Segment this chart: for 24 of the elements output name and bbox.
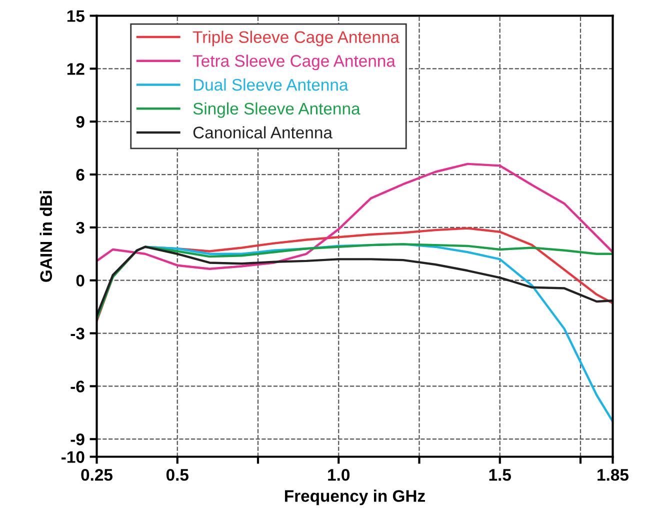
line-series bbox=[96, 162, 613, 270]
y-tick-label: -6 bbox=[70, 380, 84, 392]
legend-label: Tetra Sleeve Cage Antenna bbox=[192, 54, 396, 70]
y-tick-label: 9 bbox=[76, 116, 84, 128]
y-tick-label: 0 bbox=[76, 274, 84, 287]
x-tick-label: 1.5 bbox=[489, 469, 511, 481]
x-tick-label: 0.25 bbox=[81, 468, 113, 481]
legend-label: Canonical Antenna bbox=[193, 126, 332, 138]
y-axis-title: GAIN in dBi bbox=[40, 191, 52, 282]
legend-label: Triple Sleeve Cage Antenna bbox=[192, 30, 400, 46]
y-tick-label: 6 bbox=[76, 168, 84, 181]
x-tick-label: 0.5 bbox=[166, 468, 188, 481]
y-tick-label: -3 bbox=[70, 328, 84, 340]
y-tick-label: 3 bbox=[76, 222, 84, 234]
y-tick-label: -9 bbox=[70, 434, 84, 446]
legend-label: Dual Sleeve Antenna bbox=[194, 78, 348, 91]
y-tick-label: -10 bbox=[62, 451, 84, 463]
line-series bbox=[136, 243, 613, 423]
x-tick-label: 1.0 bbox=[328, 468, 350, 481]
legend-label: Single Sleeve Antenna bbox=[193, 102, 360, 118]
y-tick-label: 12 bbox=[67, 63, 84, 75]
y-tick-label: 15 bbox=[67, 10, 84, 22]
x-tick-label: 1.85 bbox=[598, 468, 629, 481]
x-axis-title: Frequency in GHz bbox=[285, 490, 425, 506]
